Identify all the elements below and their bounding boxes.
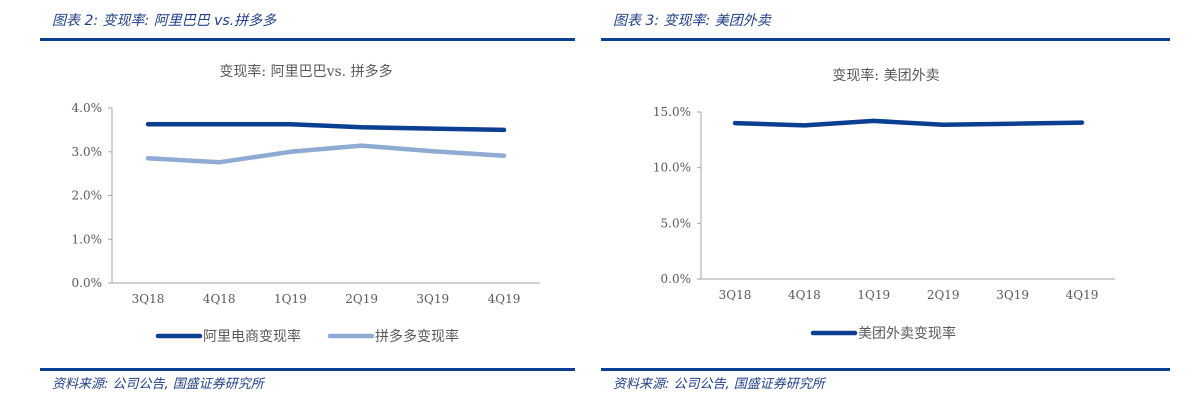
header-rule xyxy=(40,38,575,41)
y-tick-label: 2.0% xyxy=(72,189,103,203)
x-tick-label: 1Q19 xyxy=(857,288,890,302)
legend-label: 美团外卖变现率 xyxy=(858,325,956,342)
x-tick-label: 4Q19 xyxy=(488,292,521,306)
header-rule xyxy=(601,38,1170,41)
x-tick-label: 3Q18 xyxy=(132,292,165,306)
x-tick-label: 2Q19 xyxy=(927,288,960,302)
series-lines xyxy=(145,121,507,165)
figure-2: 图表 2: 变现率: 阿里巴巴 vs.拼多多 变现率: 阿里巴巴vs. 拼多多 … xyxy=(0,0,590,413)
x-tick-label: 3Q19 xyxy=(416,292,449,306)
chart-title: 变现率: 阿里巴巴vs. 拼多多 xyxy=(219,63,392,80)
series-lines xyxy=(732,118,1085,128)
y-tick-label: 0.0% xyxy=(661,272,692,286)
x-tick-label: 4Q18 xyxy=(203,292,236,306)
y-tick-label: 15.0% xyxy=(653,105,691,119)
x-tick-label: 4Q18 xyxy=(788,288,821,302)
legend-label: 阿里电商变现率 xyxy=(203,328,301,345)
footer-rule xyxy=(601,368,1170,371)
y-tick-label: 3.0% xyxy=(72,145,103,159)
source-note: 资料来源: 公司公告, 国盛证券研究所 xyxy=(52,377,264,392)
x-tick-label: 3Q18 xyxy=(719,288,752,302)
series-line xyxy=(145,121,507,133)
footer-rule xyxy=(40,368,575,371)
figure-caption: 图表 3: 变现率: 美团外卖 xyxy=(613,13,771,29)
line-chart-alibaba-pdd: 变现率: 阿里巴巴vs. 拼多多 0.0% 1.0% 2.0% 3.0% 4.0% 3Q1… xyxy=(72,63,540,345)
chart-title: 变现率: 美团外卖 xyxy=(832,67,939,84)
y-tick-label: 1.0% xyxy=(72,232,103,246)
figure-caption: 图表 2: 变现率: 阿里巴巴 vs.拼多多 xyxy=(52,13,277,29)
x-tick-label: 2Q19 xyxy=(345,292,378,306)
axes: 0.0% 1.0% 2.0% 3.0% 4.0% 3Q18 4Q18 1Q19 2Q19 3Q19… xyxy=(72,101,540,306)
axes: 0.0% 5.0% 10.0% 15.0% 3Q18 4Q18 1Q19 2Q19 3Q19 4Q… xyxy=(653,105,1115,302)
line-chart-meituan: 变现率: 美团外卖 0.0% 5.0% 10.0% 15.0% 3Q18 4Q18 1Q19… xyxy=(653,67,1115,342)
x-tick-label: 3Q19 xyxy=(996,288,1029,302)
series-line xyxy=(732,118,1085,128)
y-tick-label: 5.0% xyxy=(661,216,692,230)
y-tick-label: 10.0% xyxy=(653,161,691,175)
x-tick-label: 1Q19 xyxy=(274,292,307,306)
legend: 阿里电商变现率 拼多多变现率 xyxy=(155,328,459,345)
y-tick-label: 0.0% xyxy=(72,276,103,290)
legend: 美团外卖变现率 xyxy=(810,325,956,342)
source-note: 资料来源: 公司公告, 国盛证券研究所 xyxy=(613,377,825,392)
y-tick-label: 4.0% xyxy=(72,101,103,115)
series-line xyxy=(145,143,507,165)
x-tick-label: 4Q19 xyxy=(1066,288,1099,302)
legend-label: 拼多多变现率 xyxy=(375,328,459,345)
